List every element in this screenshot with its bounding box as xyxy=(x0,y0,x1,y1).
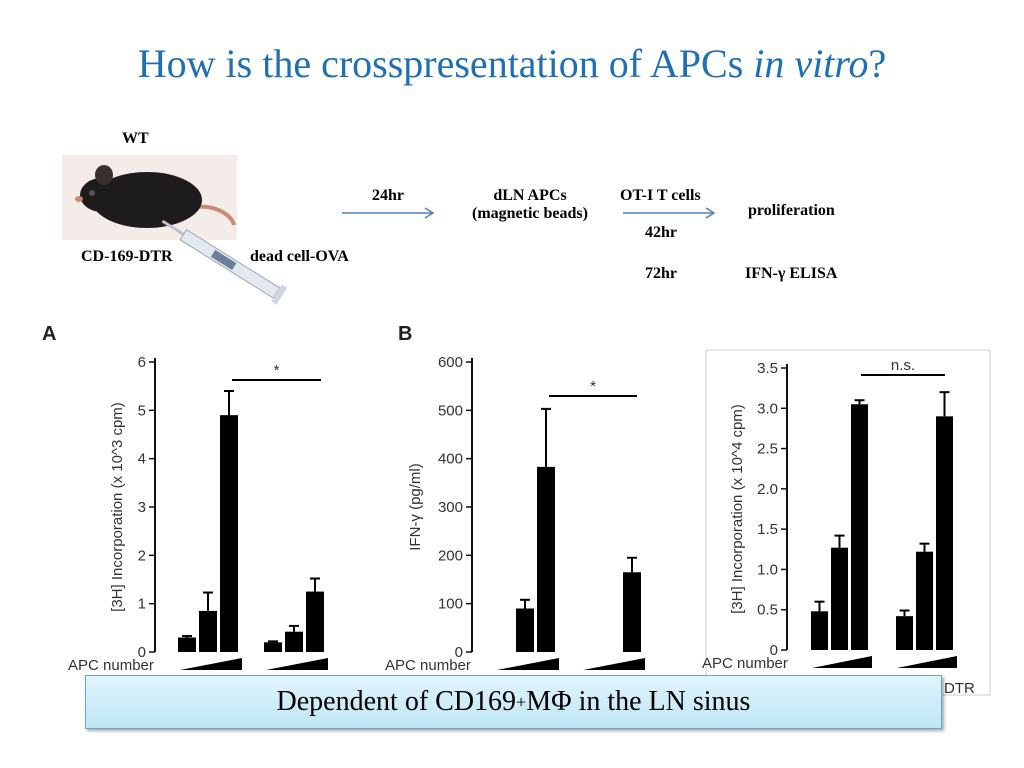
chart2-bar xyxy=(537,466,555,652)
chart2-y-tick-label: 400 xyxy=(438,451,463,468)
chart1-y-axis-label: [3H] Incorporation (x 10^3 cpm) xyxy=(109,402,126,612)
chart3-y-tick-label: 2.0 xyxy=(757,481,778,498)
flow-arrows xyxy=(342,207,716,219)
injection-label: dead cell-OVA xyxy=(250,248,349,265)
chart1-bar xyxy=(306,591,324,652)
chart3-x-axis-label: APC number xyxy=(702,655,788,672)
chart2-y-tick-label: 0 xyxy=(455,644,463,661)
proliferation-label: proliferation xyxy=(748,202,835,219)
strain-label: CD-169-DTR xyxy=(81,248,173,265)
chart1-y-tick-label: 5 xyxy=(138,402,146,419)
chart3-y-tick-label: 0.5 xyxy=(757,602,778,619)
apcs-line1: dLN APCs xyxy=(493,187,567,204)
apcs-line2: (magnetic beads) xyxy=(472,205,588,222)
chart1-y-tick-label: 3 xyxy=(138,499,146,516)
chart3-bar xyxy=(936,416,953,650)
chart3-bar xyxy=(831,547,848,650)
callout-text-before: Dependent of CD169 xyxy=(276,686,517,717)
chart2-apc-wedge xyxy=(583,658,645,670)
ot1-label: OT-I T cells xyxy=(620,187,701,204)
chart3-bar xyxy=(851,404,868,650)
chart3-apc-wedge xyxy=(812,656,872,668)
chart2-significance-label: * xyxy=(590,378,596,395)
slide-title: How is the crosspresentation of APCs in … xyxy=(0,40,1024,87)
chart2-y-tick-label: 300 xyxy=(438,499,463,516)
chart1-bar xyxy=(199,610,217,652)
chart2-bar xyxy=(623,572,641,652)
chart2-panel-letter: B xyxy=(398,323,412,345)
chart3-y-axis-label: [3H] Incorporation (x 10^4 cpm) xyxy=(729,404,746,614)
chart1-apc-wedge xyxy=(180,658,242,670)
chart3-y-tick-label: 3.0 xyxy=(757,400,778,417)
chart2-apc-wedge xyxy=(497,658,559,670)
chart3-bar xyxy=(916,551,933,650)
chart2-y-axis-label: IFN-γ (pg/ml) xyxy=(407,463,424,551)
chart2-y-tick-label: 200 xyxy=(438,547,463,564)
chart1-x-axis-label: APC number xyxy=(68,657,154,674)
chart1-bar xyxy=(285,631,303,652)
wt-label: WT xyxy=(122,130,149,147)
elisa-label: IFN-γ ELISA xyxy=(745,265,838,282)
chart3-significance-label: n.s. xyxy=(891,357,915,374)
time-24-label: 24hr xyxy=(372,187,404,204)
chart1-y-tick-label: 6 xyxy=(138,354,146,371)
chart3-y-tick-label: 0 xyxy=(770,642,778,659)
chart1-significance-label: * xyxy=(274,362,280,379)
chart3-partial-label: DTR xyxy=(944,680,975,697)
time-72-label: 72hr xyxy=(645,265,677,282)
chart1-apc-wedge xyxy=(266,658,328,670)
chart2-y-tick-label: 100 xyxy=(438,596,463,613)
chart2-bar xyxy=(516,608,534,652)
callout-box: Dependent of CD169 + MΦ in the LN sinus xyxy=(85,675,942,729)
title-end: ? xyxy=(868,41,887,86)
chart2-x-axis-label: APC number xyxy=(385,657,471,674)
arrow-24hr xyxy=(342,207,435,219)
mouse-illustration xyxy=(62,155,288,305)
chart2-y-tick-label: 500 xyxy=(438,402,463,419)
chart3-bar xyxy=(896,616,913,650)
chart3-apc-wedge xyxy=(897,656,957,668)
chart1-bar xyxy=(264,642,282,652)
chart2-y-tick-label: 600 xyxy=(438,354,463,371)
apcs-label: dLN APCs (magnetic beads) xyxy=(450,187,610,223)
title-italic: in vitro xyxy=(753,41,869,86)
chart1-bar xyxy=(220,415,238,652)
chart3-y-tick-label: 1.0 xyxy=(757,561,778,578)
title-main: How is the crosspresentation of APCs xyxy=(137,41,754,86)
chart3-y-tick-label: 3.5 xyxy=(757,360,778,377)
charts-area: A 0 1 2 3 4 5 6 [3H] Incorporation (x 10^3 cpm) *… xyxy=(42,323,991,697)
chart3-y-tick-label: 2.5 xyxy=(757,441,778,458)
chart1-panel-letter: A xyxy=(42,323,56,345)
chart3-bar xyxy=(811,611,828,650)
chart1-y-tick-label: 2 xyxy=(138,547,146,564)
time-42-label: 42hr xyxy=(645,224,677,241)
chart3-y-tick-label: 1.5 xyxy=(757,521,778,538)
chart1-y-tick-label: 1 xyxy=(138,596,146,613)
chart1-y-tick-label: 4 xyxy=(138,451,146,468)
callout-text-after: MΦ in the LN sinus xyxy=(526,686,751,717)
chart1-bar xyxy=(178,637,196,652)
callout-superscript: + xyxy=(516,691,527,712)
chart1-y-tick-label: 0 xyxy=(138,644,146,661)
arrow-ot1 xyxy=(623,207,716,219)
